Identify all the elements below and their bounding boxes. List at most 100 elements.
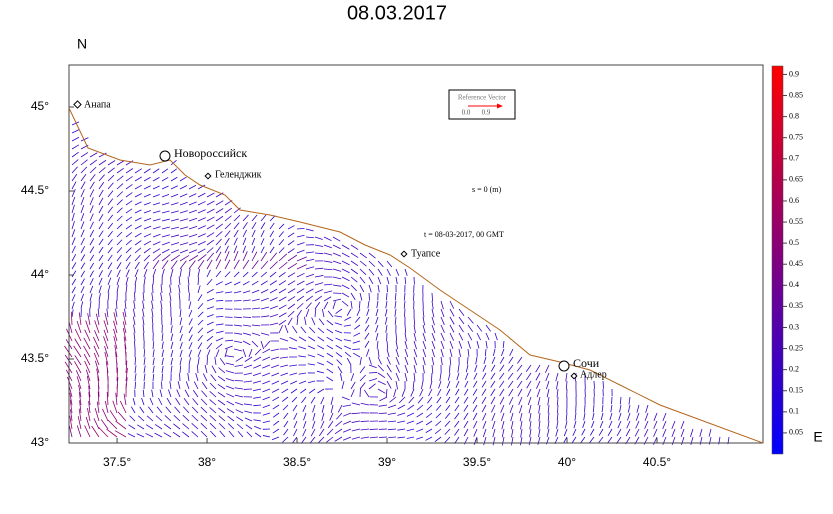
current-vector	[180, 318, 182, 325]
current-vector	[591, 421, 594, 428]
current-vector	[627, 413, 630, 420]
current-vector	[454, 429, 459, 435]
current-vector	[210, 407, 216, 413]
current-vector	[407, 429, 414, 431]
current-vector	[225, 231, 230, 237]
current-vector	[290, 337, 297, 341]
current-vector	[365, 325, 369, 331]
current-vector	[263, 389, 270, 392]
current-vector	[234, 238, 237, 245]
current-vector	[81, 294, 84, 301]
current-vector	[297, 310, 302, 317]
current-vector	[81, 182, 85, 189]
current-vector	[499, 373, 504, 379]
current-vector	[81, 205, 84, 213]
current-vector	[477, 333, 481, 340]
current-vector	[189, 242, 197, 245]
current-vector	[81, 213, 84, 221]
current-vector	[101, 419, 108, 429]
current-vector	[155, 424, 162, 429]
current-vector	[361, 421, 369, 422]
current-vector	[246, 425, 252, 429]
current-vector	[426, 413, 432, 418]
current-vector	[243, 246, 246, 253]
current-vector	[359, 301, 360, 309]
current-vector	[108, 207, 113, 213]
current-vector	[385, 309, 387, 316]
current-vector	[336, 421, 342, 426]
current-vector	[234, 230, 238, 237]
current-vector	[610, 413, 612, 420]
current-vector	[210, 383, 216, 389]
current-vector	[482, 405, 486, 412]
current-vector	[396, 333, 397, 341]
current-vector	[81, 238, 84, 245]
current-vector	[72, 221, 75, 229]
current-vector	[306, 229, 314, 231]
current-vector	[386, 325, 387, 333]
current-vector	[192, 407, 198, 413]
annotation: s = 0 (m)	[472, 185, 502, 194]
current-vector	[72, 197, 75, 205]
current-vector	[153, 169, 159, 173]
current-vector	[306, 303, 312, 309]
current-vector	[536, 381, 540, 389]
current-vector	[279, 239, 284, 245]
current-vector	[193, 399, 198, 405]
current-vector	[351, 301, 352, 309]
current-vector	[315, 309, 316, 317]
current-vector	[189, 301, 191, 309]
current-vector	[166, 407, 171, 413]
current-vector	[189, 218, 197, 221]
current-vector	[663, 421, 666, 429]
current-vector	[219, 368, 225, 373]
current-vector	[309, 389, 315, 393]
current-vector	[134, 325, 135, 333]
current-vector	[548, 413, 549, 421]
current-vector	[171, 203, 178, 205]
current-vector	[459, 333, 463, 340]
current-vector	[243, 291, 250, 293]
current-vector	[519, 405, 522, 413]
current-vector	[72, 294, 75, 301]
current-vector	[144, 177, 151, 181]
current-vector	[491, 373, 495, 379]
current-vector	[432, 357, 434, 365]
current-vector	[126, 217, 132, 221]
current-vector	[81, 255, 85, 261]
current-vector	[500, 397, 504, 404]
colorbar-tick-label: 0.6	[789, 196, 799, 205]
current-vector	[126, 270, 129, 277]
current-vector	[530, 421, 531, 429]
current-vector	[108, 255, 112, 261]
current-vector	[189, 194, 196, 197]
current-vector	[405, 349, 408, 357]
current-vector	[414, 349, 417, 357]
current-vector	[235, 388, 243, 389]
current-vector	[81, 271, 85, 277]
current-vector	[180, 261, 186, 269]
current-vector	[322, 405, 324, 413]
current-vector	[398, 437, 405, 438]
current-vector	[174, 415, 180, 421]
current-vector	[603, 381, 604, 389]
current-vector	[75, 339, 81, 349]
current-vector	[539, 421, 540, 429]
current-vector	[117, 240, 122, 245]
current-vector	[162, 203, 169, 205]
current-vector	[308, 364, 315, 365]
current-vector	[327, 429, 333, 435]
current-vector	[161, 382, 162, 389]
current-vector	[492, 413, 495, 421]
x-tick-label: 38.5°	[283, 455, 311, 469]
current-vector	[243, 272, 248, 277]
current-vector	[465, 373, 468, 380]
current-vector	[385, 317, 387, 325]
current-vector	[252, 272, 258, 277]
current-vector	[180, 350, 182, 357]
current-vector	[315, 253, 323, 254]
current-vector	[126, 277, 128, 285]
current-vector	[146, 433, 153, 437]
current-vector	[288, 273, 295, 277]
current-vector	[271, 373, 279, 376]
